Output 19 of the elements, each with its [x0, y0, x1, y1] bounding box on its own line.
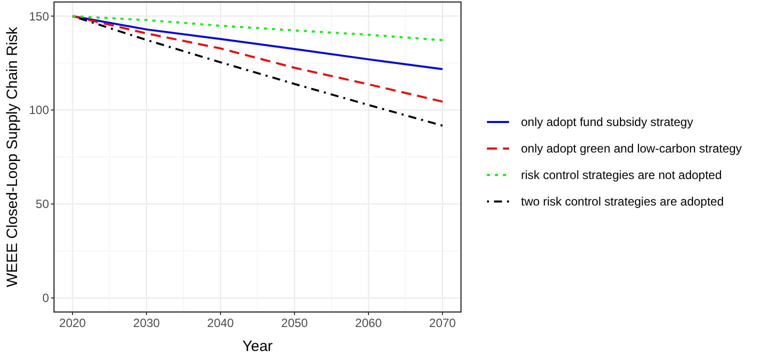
x-tick-label: 2020	[59, 316, 86, 330]
legend-label: two risk control strategies are adopted	[521, 194, 724, 209]
x-tick-label: 2030	[133, 316, 160, 330]
line-series	[72, 15, 444, 103]
y-tick-label: 0	[42, 291, 50, 306]
x-tick-label: 2070	[429, 316, 456, 330]
y-tick-label: 100	[28, 103, 50, 118]
x-tick-label: 2040	[207, 316, 234, 330]
y-tick-label: 50	[36, 197, 50, 212]
x-tick-label: 2050	[281, 316, 308, 330]
y-tick-label: 150	[28, 9, 50, 24]
line-series	[72, 15, 444, 42]
legend-label: risk control strategies are not adopted	[521, 168, 722, 182]
legend-label: only adopt fund subsidy strategy	[521, 115, 694, 130]
y-axis-title: WEEE Closed-Loop Supply Chain Risk	[4, 26, 21, 288]
legend-label: only adopt green and low-carbon strategy	[521, 142, 742, 156]
x-tick-label: 2060	[355, 316, 382, 330]
line-series	[72, 15, 444, 127]
x-axis-title: Year	[242, 338, 273, 353]
